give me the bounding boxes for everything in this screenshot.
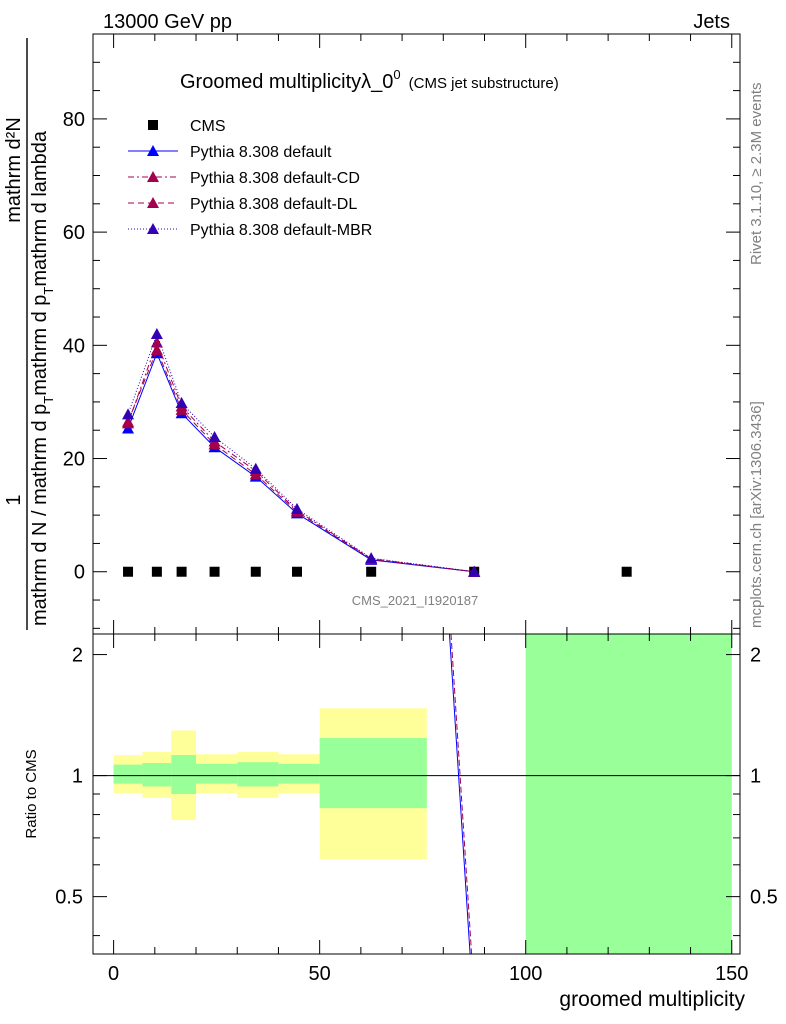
data-point	[122, 408, 135, 420]
legend-marker	[147, 145, 159, 156]
ratio-band-green	[237, 762, 279, 787]
series-4	[122, 328, 481, 577]
y-tick-label-ratio: 0.5	[55, 887, 83, 909]
data-point	[250, 566, 261, 577]
legend-label: Pythia 8.308 default-CD	[190, 170, 360, 187]
data-point	[291, 566, 302, 577]
ratio-band-green	[278, 763, 320, 784]
ratio-panel: 0.5 0.5 1 1 2 2 0 50 100 150 Ratio to CMS groome…	[23, 633, 778, 1011]
rivet-label: Rivet 3.1.10, ≥ 2.3M events	[748, 83, 765, 266]
data-point	[176, 566, 187, 577]
chart-title: Groomed multiplicityλ_00(CMS jet substru…	[180, 67, 559, 93]
series-layer	[122, 328, 632, 577]
series-1	[122, 347, 481, 577]
data-point	[209, 566, 220, 577]
series-line	[127, 332, 475, 573]
legend-marker	[147, 223, 159, 234]
series-line	[127, 341, 475, 573]
data-point	[208, 438, 221, 450]
y-tick-label-main: 60	[63, 222, 85, 244]
data-point	[150, 336, 163, 348]
x-tick-label: 0	[108, 963, 119, 985]
main-panel: Groomed multiplicityλ_00(CMS jet substru…	[63, 33, 741, 635]
energy-label: 13000 GeV pp	[103, 11, 232, 33]
y-tick-label-ratio-right: 0.5	[750, 887, 778, 909]
y-axis-ratio: 0.5 0.5 1 1 2 2	[55, 645, 778, 937]
ratio-bands	[113, 634, 732, 954]
ratio-line-default	[448, 633, 471, 955]
data-point	[249, 462, 262, 474]
y-axis-main: 0 20 40 60 80	[63, 61, 740, 629]
y-tick-label-ratio: 2	[72, 645, 83, 667]
legend: CMS Pythia 8.308 default Pythia 8.308 defa…	[128, 118, 372, 239]
legend-label: Pythia 8.308 default-DL	[190, 196, 357, 213]
data-point	[468, 565, 481, 577]
x-axis: 0 50 100 150	[108, 634, 748, 985]
series-line	[127, 348, 475, 573]
data-point	[175, 403, 188, 415]
ratio-band-green	[142, 762, 172, 787]
mcplots-label: mcplots.cern.ch [arXiv:1306.3436]	[748, 401, 765, 628]
y-tick-label-main: 40	[63, 335, 85, 357]
y-tick-label-main: 80	[63, 109, 85, 131]
ratio-band-green	[319, 738, 427, 809]
legend-marker	[147, 171, 159, 182]
data-point	[365, 552, 378, 564]
y-tick-label-main: 20	[63, 449, 85, 471]
ratio-line-variants	[450, 633, 473, 955]
y-tick-label-ratio-right: 1	[750, 766, 761, 788]
x-tick-label: 50	[309, 963, 331, 985]
data-point	[621, 566, 632, 577]
data-point	[290, 502, 303, 514]
data-point	[151, 566, 162, 577]
series-line	[127, 351, 475, 573]
y-axis-denominator: mathrm d N / mathrm d pTmathrm d pTmathr…	[29, 130, 56, 626]
ratio-band-green	[113, 764, 143, 784]
ratio-band-green	[196, 763, 238, 784]
data-point	[122, 415, 135, 427]
series-0	[123, 566, 632, 577]
analysis-tag: CMS_2021_I1920187	[352, 593, 479, 608]
process-label: Jets	[693, 11, 730, 33]
y-tick-label-ratio: 1	[72, 766, 83, 788]
x-axis-title: groomed multiplicity	[559, 988, 745, 1011]
data-point	[150, 343, 163, 355]
y-tick-label-ratio-right: 2	[750, 645, 761, 667]
data-point	[175, 397, 188, 409]
data-point	[123, 566, 134, 577]
legend-marker	[147, 197, 159, 208]
x-tick-label: 150	[715, 963, 748, 985]
data-point	[249, 468, 262, 480]
legend-label: CMS	[190, 118, 226, 135]
series-2	[122, 336, 481, 577]
legend-label: Pythia 8.308 default	[190, 144, 332, 161]
legend-label: Pythia 8.308 default-MBR	[190, 222, 372, 239]
x-tick-label: 100	[509, 963, 542, 985]
data-point	[150, 328, 163, 339]
y-axis-top: mathrm d²N	[3, 117, 25, 223]
data-point	[366, 566, 377, 577]
series-3	[122, 343, 481, 577]
ratio-band-green	[525, 634, 732, 954]
data-point	[208, 431, 221, 443]
ratio-axis-title: Ratio to CMS	[23, 749, 40, 838]
legend-marker	[148, 120, 158, 130]
ratio-band-green	[171, 755, 197, 794]
x-axis-ticks-main	[113, 34, 733, 634]
y-tick-label-main: 0	[74, 562, 85, 584]
y-axis-title: 1 mathrm d²N mathrm d N / mathrm d pTmat…	[3, 38, 56, 630]
y-axis-numerator: 1	[3, 494, 25, 505]
